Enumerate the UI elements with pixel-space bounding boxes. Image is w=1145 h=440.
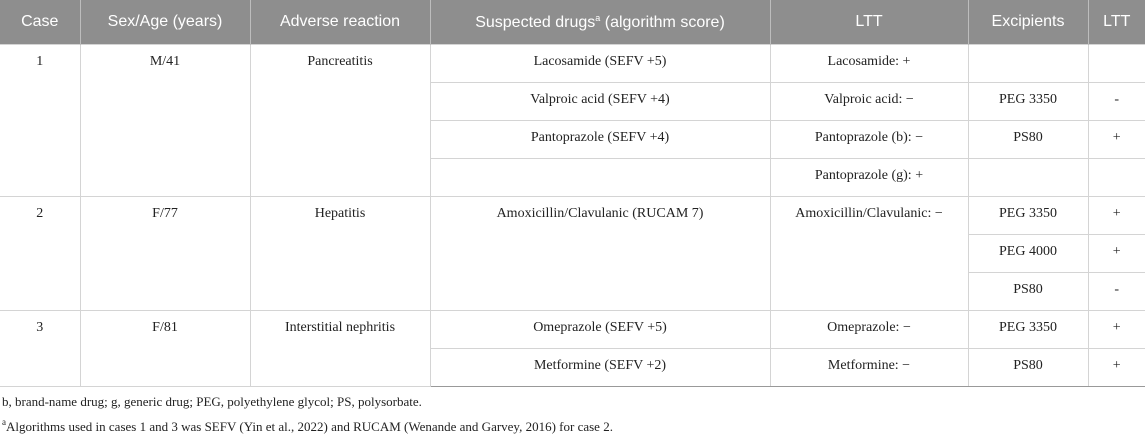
header-text: Adverse reaction: [279, 13, 401, 30]
excipient-ltt-cell: +: [1087, 234, 1145, 273]
sex-age-cell: F/81: [79, 310, 251, 387]
header-cell: Case: [0, 0, 80, 45]
header-row: Case Sex/Age (years) Adverse reaction Suspe…: [0, 0, 1145, 45]
ltt-cell: Pantoprazole (b): −: [769, 120, 969, 159]
case-cell: 1: [0, 44, 81, 197]
reaction-cell: Hepatitis: [249, 196, 431, 311]
excipient-cell: PS80: [967, 348, 1089, 387]
header-cell: Sex/Age (years): [79, 0, 250, 45]
table-row: Pantoprazole (SEFV +4) Pantoprazole (b): …: [0, 120, 1145, 159]
reaction-cell: Pancreatitis: [249, 44, 431, 197]
excipient-ltt-cell: +: [1087, 310, 1145, 349]
header-text: LTT: [1103, 13, 1131, 30]
table-row: Pantoprazole (g): +: [0, 158, 1145, 197]
case-cell: 3: [0, 310, 81, 387]
data-table: Case Sex/Age (years) Adverse reaction Suspe…: [0, 0, 1145, 387]
header-cell: LTT: [1087, 0, 1145, 45]
drug-cell: Metformine (SEFV +2): [430, 348, 771, 387]
excipient-cell: PEG 3350: [967, 310, 1089, 349]
drug-cell: Amoxicillin/Clavulanic (RUCAM 7): [429, 196, 771, 311]
table-row: Metformine (SEFV +2) Metformine: − PS80 +: [0, 348, 1145, 387]
drug-cell: Valproic acid (SEFV +4): [430, 82, 771, 121]
table-row: PS80-: [0, 272, 1145, 311]
header-cell: Adverse reaction: [249, 0, 430, 45]
header-text: Case: [21, 13, 59, 30]
empty-cell: [1087, 44, 1145, 83]
excipient-cell: PS80: [967, 120, 1089, 159]
ltt-cell: Valproic acid: −: [769, 82, 969, 121]
header-cell: LTT: [769, 0, 968, 45]
empty-cell: [967, 44, 1089, 83]
header-text: (algorithm score): [600, 13, 725, 31]
table-row: 1 M/41 Pancreatitis Lacosamide (SEFV +5) Lac…: [0, 44, 1145, 197]
header-text: Sex/Age (years): [107, 13, 223, 30]
ltt-cell: Omeprazole: −: [769, 310, 969, 349]
footnote: aAlgorithms used in cases 1 and 3 was SE…: [2, 412, 1145, 437]
excipient-ltt-cell: +: [1087, 348, 1145, 387]
table-body: 1 M/41 Pancreatitis Lacosamide (SEFV +5) Lac…: [0, 44, 1145, 387]
footnote-text: Algorithms used in cases 1 and 3 was SEF…: [6, 419, 613, 434]
sex-age-cell: F/77: [79, 196, 251, 311]
reaction-cell: Interstitial nephritis: [249, 310, 431, 387]
header-text: Suspected drugs: [475, 13, 596, 31]
header-cell: Suspected drugsa (algorithm score): [429, 0, 770, 45]
sex-age-cell: M/41: [79, 44, 251, 197]
excipient-ltt-cell: +: [1087, 120, 1145, 159]
drug-cell: Pantoprazole (SEFV +4): [430, 120, 771, 159]
table-row: Valproic acid (SEFV +4) Valproic acid: − P…: [0, 82, 1145, 121]
drug-cell: Lacosamide (SEFV +5): [429, 44, 771, 83]
footnotes: b, brand-name drug; g, generic drug; PEG…: [0, 387, 1145, 437]
empty-cell: [1087, 158, 1145, 197]
table-row: PEG 4000 +: [0, 234, 1145, 273]
empty-cell: [430, 158, 771, 197]
table-row: 2 F/77 Hepatitis Amoxicillin/Clavulanic (RU…: [0, 196, 1145, 311]
excipient-cell: PEG 4000: [968, 234, 1089, 273]
excipient-cell: PEG 3350: [967, 82, 1089, 121]
superscript: a: [595, 12, 601, 23]
table-row: 3 F/81 Interstitial nephritis Omeprazole (S…: [0, 310, 1145, 387]
header-text: LTT: [855, 13, 883, 30]
excipient-cell: PEG 3350: [967, 196, 1089, 235]
ltt-cell: Amoxicillin/Clavulanic: −: [769, 196, 969, 311]
footnote: b, brand-name drug; g, generic drug; PEG…: [2, 391, 1145, 412]
case-cell: 2: [0, 196, 81, 311]
excipient-ltt-cell: -: [1087, 272, 1145, 311]
excipient-ltt-cell: -: [1087, 82, 1145, 121]
ltt-cell: Pantoprazole (g): +: [769, 158, 969, 197]
drug-cell: Omeprazole (SEFV +5): [429, 310, 771, 349]
footnote-text: b, brand-name drug; g, generic drug; PEG…: [2, 394, 422, 409]
header-cell: Excipients: [967, 0, 1088, 45]
ltt-cell: Metformine: −: [769, 348, 969, 387]
superscript: a: [2, 417, 6, 427]
excipient-ltt-cell: +: [1087, 196, 1145, 235]
header-text: Excipients: [991, 13, 1065, 30]
ltt-cell: Lacosamide: +: [769, 44, 969, 83]
empty-cell: [967, 158, 1089, 197]
excipient-cell: PS80: [968, 272, 1089, 311]
